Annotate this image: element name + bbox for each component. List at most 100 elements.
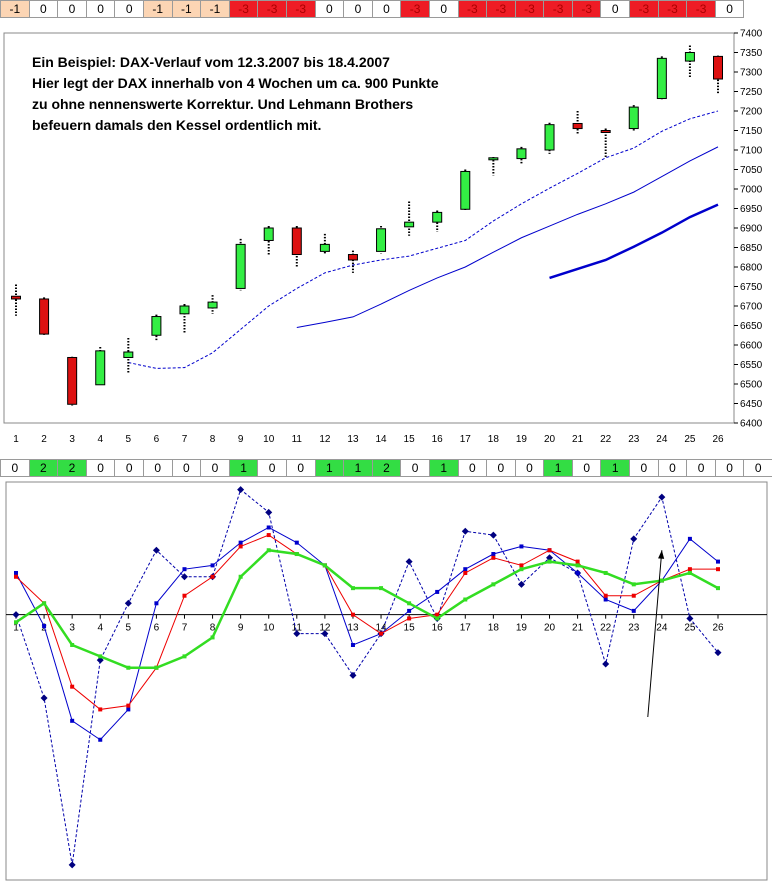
- x-tick-label: 9: [238, 623, 244, 634]
- y-tick-label: 6450: [740, 399, 763, 410]
- top_strip-cell: -3: [229, 0, 259, 18]
- candle-up: [235, 243, 246, 289]
- candle-down: [39, 298, 50, 335]
- series-point: [435, 612, 440, 617]
- candle-up: [207, 301, 218, 309]
- mid_strip-cell: 0: [201, 459, 230, 477]
- candle-up: [263, 227, 274, 241]
- series-point: [126, 703, 131, 708]
- series-point: [14, 574, 18, 579]
- series-point: [716, 559, 720, 564]
- mid_strip-cell: 0: [143, 459, 173, 477]
- y-tick-label: 6900: [740, 224, 763, 235]
- series-point: [182, 654, 187, 659]
- mid_strip-cell: 0: [458, 459, 488, 477]
- series-point: [631, 608, 636, 613]
- x-tick-label: 25: [684, 623, 696, 634]
- y-tick-label: 6850: [740, 243, 763, 254]
- x-tick-label: 9: [238, 434, 244, 445]
- series-point: [265, 508, 273, 516]
- series-point: [517, 580, 525, 588]
- series-point: [350, 586, 355, 591]
- mid_strip-cell: 0: [286, 459, 316, 477]
- x-tick-label: 21: [572, 434, 584, 445]
- plot-area: [3, 32, 735, 424]
- x-tick-label: 16: [432, 434, 444, 445]
- series-point: [519, 563, 524, 568]
- series-point: [575, 563, 580, 568]
- candle-up: [460, 170, 471, 210]
- series-blue-solid: [15, 526, 719, 741]
- candle-up: [684, 52, 695, 62]
- series-point: [266, 533, 271, 538]
- y-tick-label: 6700: [740, 302, 763, 313]
- x-tick-label: 12: [319, 434, 331, 445]
- series-point: [126, 707, 131, 712]
- y-tick-label: 6800: [740, 263, 763, 274]
- top_strip-cell: -3: [515, 0, 545, 18]
- plot-area: [5, 481, 768, 881]
- mid_strip-cell: 0: [744, 459, 772, 477]
- top_strip-cell: -3: [401, 0, 430, 18]
- series-point: [294, 552, 299, 557]
- x-tick-label: 15: [404, 434, 416, 445]
- series-point: [687, 567, 692, 572]
- candle-up: [179, 305, 190, 315]
- x-tick-label: 3: [69, 623, 75, 634]
- oscillator-line-chart: 1 2 3 4 5 6 7 8 9 10 11 12 13 14 15 16 17 18 19 20 21 22 23 24 2…: [5, 481, 768, 881]
- x-tick-label: 21: [572, 623, 584, 634]
- x-tick-label: 19: [516, 434, 528, 445]
- x-tick-label: 17: [460, 434, 472, 445]
- top_strip-cell: -1: [143, 0, 173, 18]
- top_strip-cell: 0: [115, 0, 144, 18]
- series-point: [322, 563, 327, 568]
- series-point: [435, 589, 440, 594]
- y-tick-label: 6400: [740, 419, 763, 430]
- series-point: [98, 654, 103, 659]
- series-point: [154, 665, 159, 670]
- x-tick-label: 26: [712, 623, 724, 634]
- x-tick-label: 13: [347, 623, 359, 634]
- series-point: [407, 616, 412, 621]
- series-point: [126, 665, 131, 670]
- top_strip-cell: 0: [315, 0, 345, 18]
- mid_strip-cell: 1: [601, 459, 631, 477]
- x-tick-label: 23: [628, 434, 640, 445]
- series-point: [603, 570, 608, 575]
- candle-up: [516, 148, 527, 160]
- x-tick-label: 15: [404, 623, 416, 634]
- top_strip-cell: -1: [172, 0, 202, 18]
- series-point: [379, 631, 384, 636]
- series-point: [631, 582, 636, 587]
- candle-up: [319, 243, 330, 252]
- mid_strip-cell: 0: [572, 459, 602, 477]
- x-tick-label: 25: [684, 434, 696, 445]
- top_strip-cell: 0: [86, 0, 116, 18]
- series-point: [96, 656, 104, 664]
- mid_strip-cell: 2: [372, 459, 402, 477]
- series-point: [350, 612, 355, 617]
- y-tick-label: 6650: [740, 321, 763, 332]
- x-tick-label: 20: [544, 434, 556, 445]
- series-blue-dashed: [15, 488, 719, 865]
- series-red: [15, 534, 718, 710]
- mid_strip-cell: 2: [29, 459, 59, 477]
- candle-down: [67, 356, 78, 405]
- annotation-line: zu ohne nennenswerte Korrektur. Und Lehm…: [32, 96, 413, 112]
- series-point: [405, 558, 413, 566]
- series-point: [42, 601, 47, 606]
- x-tick-label: 6: [154, 623, 160, 634]
- top_strip-cell: -1: [0, 0, 30, 18]
- series-point: [630, 535, 638, 543]
- top_strip-cell: -3: [544, 0, 573, 18]
- series-point: [491, 582, 496, 587]
- y-tick-label: 6750: [740, 282, 763, 293]
- series-point: [210, 563, 215, 568]
- series-green: [15, 548, 719, 669]
- x-tick-label: 2: [41, 434, 47, 445]
- series-point: [70, 642, 75, 647]
- series-point: [603, 597, 608, 602]
- x-tick-label: 18: [488, 623, 500, 634]
- series-point: [238, 544, 243, 549]
- dax-candlestick-chart: 6400 6450 6500 6550 6600 6650 6700 6750 6800 6850…: [3, 29, 763, 445]
